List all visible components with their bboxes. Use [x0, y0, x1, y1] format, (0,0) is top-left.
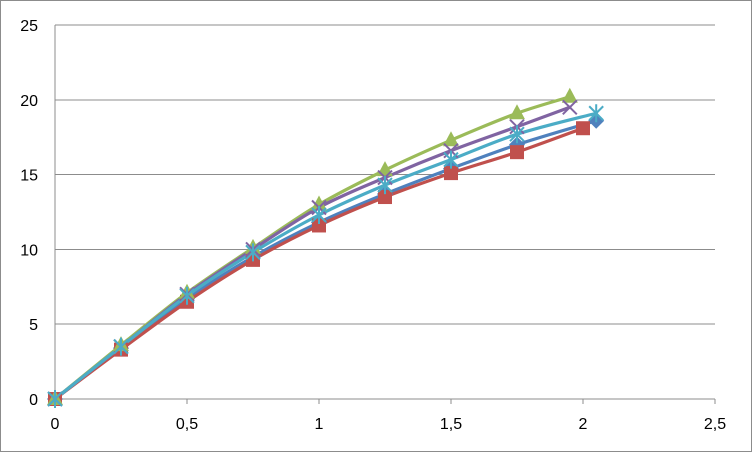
triangle-marker [443, 131, 459, 147]
series-2-point [378, 190, 392, 205]
series-4-point [562, 99, 578, 115]
series-2-point [312, 218, 326, 233]
y-tick-label: 10 [20, 242, 38, 259]
y-tick-label: 0 [29, 392, 38, 409]
series-5-point [509, 125, 525, 144]
square-marker [312, 218, 326, 233]
series-5-point [377, 176, 393, 195]
y-tick-label: 20 [20, 93, 38, 110]
star-marker [245, 243, 261, 262]
series-5-point [113, 337, 129, 356]
square-marker [510, 145, 524, 160]
star-marker [311, 205, 327, 224]
series-group [47, 87, 605, 408]
triangle-marker [311, 195, 327, 211]
series-3-point [311, 195, 327, 211]
series-5-point [179, 286, 195, 305]
series-5-point [47, 390, 63, 408]
series-3-point [509, 104, 525, 120]
series-4-line [53, 105, 572, 401]
star-marker [47, 390, 63, 408]
square-marker [378, 190, 392, 205]
x-tick-label: 2,5 [704, 416, 726, 433]
square-marker [444, 166, 458, 181]
star-marker [377, 176, 393, 195]
triangle-marker [509, 104, 525, 120]
series-3-point [561, 87, 578, 103]
star-marker [179, 286, 195, 305]
series-3-point [443, 131, 459, 147]
series-1-line [53, 119, 598, 401]
y-tick-label: 5 [29, 317, 38, 334]
series-5-point [245, 243, 261, 262]
triangle-marker [561, 87, 578, 103]
series-5-point [443, 150, 459, 169]
series-5-point [588, 104, 604, 123]
series-2-line [53, 126, 585, 401]
y-tick-label: 25 [20, 18, 38, 35]
square-marker [576, 121, 590, 136]
x-tick-label: 1,5 [440, 416, 462, 433]
x-marker [562, 99, 578, 115]
series-2-point [444, 166, 458, 181]
series-2-point [510, 145, 524, 160]
star-marker [509, 125, 525, 144]
star-marker [588, 104, 604, 123]
x-tick-label: 2 [579, 416, 588, 433]
x-tick-label: 0 [51, 416, 60, 433]
star-marker [443, 150, 459, 169]
x-tick-label: 0,5 [176, 416, 198, 433]
series-2-point [576, 121, 590, 136]
x-tick-label: 1 [315, 416, 324, 433]
tick-labels: 0 5 10 15 20 25 0 0,5 1 1,5 2 2,5 [20, 18, 726, 433]
y-tick-label: 15 [20, 168, 38, 185]
star-marker [113, 337, 129, 356]
series-5-point [311, 205, 327, 224]
axes [54, 25, 716, 404]
